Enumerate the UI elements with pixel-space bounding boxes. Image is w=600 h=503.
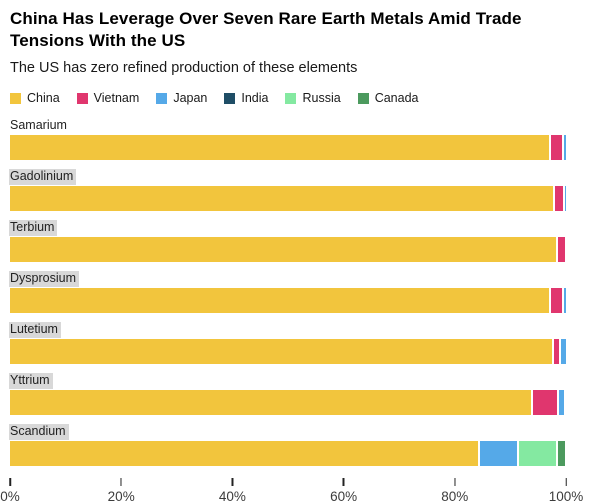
x-tick-mark <box>342 478 345 486</box>
chart-row-scandium: Scandium <box>9 422 566 466</box>
category-label-lutetium: Lutetium <box>9 322 61 338</box>
legend-item-china: China <box>10 91 60 105</box>
legend-label-india: India <box>241 91 269 105</box>
bar-segment-china <box>10 186 553 211</box>
category-label-gadolinium: Gadolinium <box>9 169 77 185</box>
chart-title-line1: China Has Leverage Over Seven Rare Earth… <box>10 9 522 28</box>
x-tick-mark <box>9 478 11 486</box>
bar-segment-vietnam <box>550 135 562 160</box>
x-tick-mark <box>231 478 234 486</box>
legend-item-russia: Russia <box>285 91 341 105</box>
category-label-yttrium: Yttrium <box>9 373 53 389</box>
x-tick-20pct: 20% <box>108 478 135 503</box>
chart-rows: Samarium Gadolinium Terbium Dysprosium Lutet… <box>9 116 566 466</box>
legend-swatch-russia <box>285 92 297 104</box>
legend-swatch-japan <box>156 92 168 104</box>
bar-track-gadolinium <box>10 186 566 211</box>
chart-subtitle: The US has zero refined production of th… <box>10 60 358 76</box>
x-tick-mark <box>565 478 567 486</box>
bar-track-lutetium <box>10 339 566 364</box>
chart-row-lutetium: Lutetium <box>9 320 566 364</box>
bar-segment-vietnam <box>532 390 557 415</box>
chart-row-samarium: Samarium <box>10 116 566 160</box>
legend-swatch-india <box>224 92 236 104</box>
x-tick-label: 20% <box>107 489 135 503</box>
bar-segment-russia <box>519 441 556 466</box>
bar-segment-canada <box>557 441 565 466</box>
chart-row-terbium: Terbium <box>9 218 566 262</box>
x-tick-mark <box>120 478 122 486</box>
bar-track-terbium <box>10 237 566 262</box>
x-tick-label: 0% <box>0 489 20 503</box>
legend-swatch-vietnam <box>76 92 88 104</box>
x-tick-80pct: 80% <box>441 478 468 503</box>
legend-swatch-canada <box>357 92 369 104</box>
bar-track-samarium <box>10 135 566 160</box>
legend-label-china: China <box>27 91 60 105</box>
bar-segment-china <box>10 390 531 415</box>
bar-segment-vietnam <box>551 288 562 313</box>
legend-label-canada: Canada <box>374 91 419 105</box>
chart-row-gadolinium: Gadolinium <box>9 167 566 211</box>
legend-label-vietnam: Vietnam <box>93 91 140 105</box>
chart-row-yttrium: Yttrium <box>9 371 566 415</box>
bar-segment-japan <box>558 390 564 415</box>
category-label-terbium: Terbium <box>9 220 58 236</box>
x-axis: 0% 20% 40% 60% 80% 100% <box>0 478 583 503</box>
bar-segment-china <box>10 339 552 364</box>
legend-item-vietnam: Vietnam <box>76 91 140 105</box>
x-tick-0pct: 0% <box>0 478 20 503</box>
category-label-scandium: Scandium <box>9 424 69 440</box>
category-label-samarium: Samarium <box>10 118 67 132</box>
bar-segment-japan <box>564 186 566 211</box>
bar-segment-vietnam <box>554 186 563 211</box>
bar-segment-china <box>10 135 549 160</box>
chart-row-dysprosium: Dysprosium <box>9 269 566 313</box>
legend-swatch-china <box>10 92 21 104</box>
x-tick-label: 80% <box>441 489 469 503</box>
bar-segment-japan <box>563 288 566 313</box>
legend-label-russia: Russia <box>302 91 341 105</box>
bar-track-scandium <box>10 441 566 466</box>
legend-label-japan: Japan <box>173 91 208 105</box>
chart-title: China Has Leverage Over Seven Rare Earth… <box>10 8 600 52</box>
x-tick-label: 60% <box>330 489 358 503</box>
x-tick-60pct: 60% <box>330 478 357 503</box>
legend-item-india: India <box>224 91 268 105</box>
bar-segment-vietnam <box>553 339 560 364</box>
x-tick-100pct: 100% <box>548 478 584 503</box>
bar-segment-japan <box>563 135 566 160</box>
bar-track-yttrium <box>10 390 566 415</box>
bar-segment-china <box>10 288 550 313</box>
bar-segment-china <box>10 237 556 262</box>
bar-segment-japan <box>561 339 566 364</box>
bar-track-dysprosium <box>10 288 566 313</box>
x-tick-40pct: 40% <box>219 478 246 503</box>
chart-title-line2: Tensions With the US <box>10 31 186 50</box>
legend: China Vietnam Japan India Russia Canada <box>10 91 600 105</box>
category-label-dysprosium: Dysprosium <box>9 271 79 287</box>
legend-item-japan: Japan <box>156 91 207 105</box>
x-tick-label: 100% <box>548 489 584 503</box>
x-tick-mark <box>454 478 456 486</box>
legend-item-canada: Canada <box>357 91 419 105</box>
bar-segment-japan <box>480 441 518 466</box>
x-tick-label: 40% <box>218 489 246 503</box>
bar-segment-vietnam <box>557 237 566 262</box>
bar-segment-china <box>10 441 479 466</box>
